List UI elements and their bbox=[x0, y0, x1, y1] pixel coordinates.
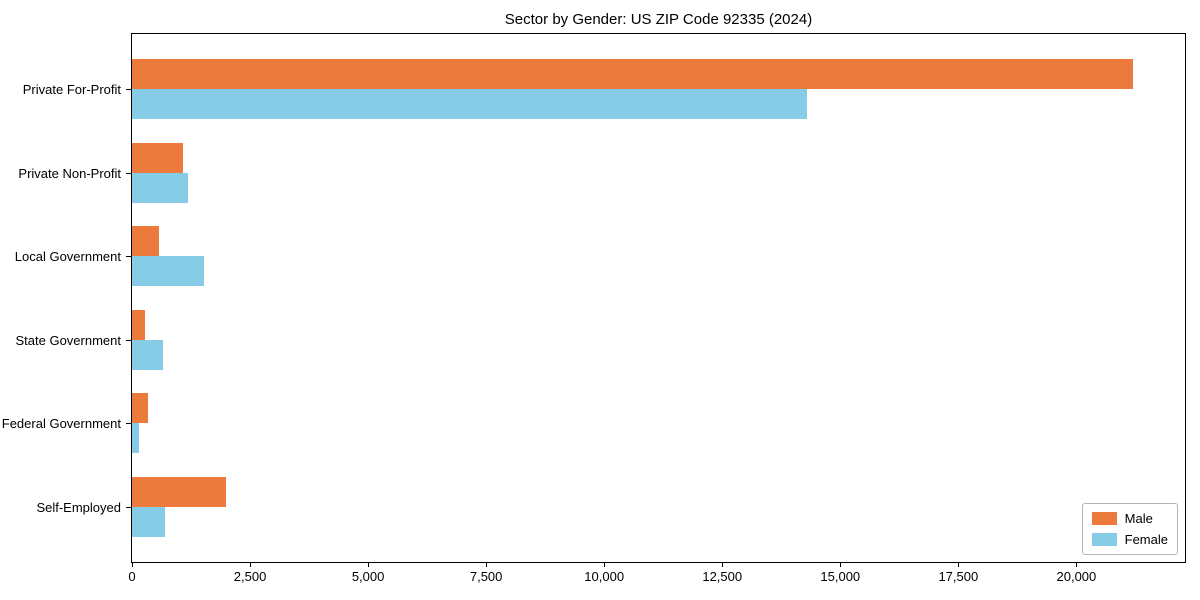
x-tick-mark bbox=[958, 563, 960, 567]
y-axis-label: Self-Employed bbox=[36, 500, 121, 515]
x-tick-mark bbox=[604, 563, 606, 567]
y-axis-label: Federal Government bbox=[1, 416, 121, 432]
bar-female-state-government bbox=[132, 339, 164, 370]
legend-swatch-male bbox=[1091, 512, 1117, 525]
y-tick-mark bbox=[126, 507, 131, 508]
bar-male-federal-government bbox=[132, 393, 148, 424]
x-tick-label: 2,500 bbox=[233, 569, 267, 584]
y-tick-mark bbox=[126, 89, 131, 90]
bar-female-private-non-profit bbox=[132, 172, 188, 203]
x-tick-label: 5,000 bbox=[351, 569, 385, 584]
legend-label-male: Male bbox=[1124, 511, 1153, 526]
bar-male-self-employed bbox=[132, 477, 227, 507]
x-tick-mark bbox=[368, 563, 370, 567]
legend: Male Female bbox=[1081, 503, 1178, 555]
y-tick-mark bbox=[126, 339, 131, 341]
x-tick-label: 0 bbox=[128, 569, 136, 584]
bar-female-private-for-profit bbox=[132, 89, 808, 119]
y-tick-mark bbox=[126, 256, 131, 258]
x-tick-label: 15,000 bbox=[820, 569, 861, 584]
y-axis-label: Private Non-Profit bbox=[18, 165, 121, 181]
x-tick-mark bbox=[840, 563, 842, 567]
x-tick-label: 7,500 bbox=[469, 569, 503, 584]
y-axis-label: Local Government bbox=[14, 249, 121, 265]
x-tick-mark bbox=[1076, 563, 1078, 567]
bar-male-private-non-profit bbox=[132, 142, 183, 173]
legend-entry-female: Female bbox=[1091, 532, 1168, 547]
bar-male-state-government bbox=[132, 309, 146, 340]
bar-male-local-government bbox=[132, 226, 160, 257]
x-tick-mark bbox=[486, 563, 488, 567]
y-tick-mark bbox=[126, 423, 131, 425]
legend-swatch-female bbox=[1091, 533, 1117, 546]
x-tick-label: 20,000 bbox=[1056, 569, 1097, 584]
x-tick-mark bbox=[132, 563, 133, 567]
plot-area: Male Female bbox=[131, 33, 1186, 563]
x-tick-label: 17,500 bbox=[938, 569, 979, 584]
legend-label-female: Female bbox=[1124, 532, 1168, 547]
x-tick-mark bbox=[722, 563, 724, 567]
bar-female-self-employed bbox=[132, 507, 166, 537]
y-tick-mark bbox=[126, 172, 131, 174]
y-axis-label: State Government bbox=[15, 332, 122, 348]
x-tick-label: 12,500 bbox=[702, 569, 743, 584]
y-axis-label: Private For-Profit bbox=[22, 82, 121, 97]
legend-entry-male: Male bbox=[1091, 511, 1168, 526]
bar-female-local-government bbox=[132, 256, 204, 287]
chart-title: Sector by Gender: US ZIP Code 92335 (202… bbox=[504, 11, 813, 28]
bar-female-federal-government bbox=[132, 423, 139, 454]
x-tick-mark bbox=[250, 563, 252, 567]
x-tick-label: 10,000 bbox=[584, 569, 625, 584]
bar-male-private-for-profit bbox=[132, 59, 1134, 89]
